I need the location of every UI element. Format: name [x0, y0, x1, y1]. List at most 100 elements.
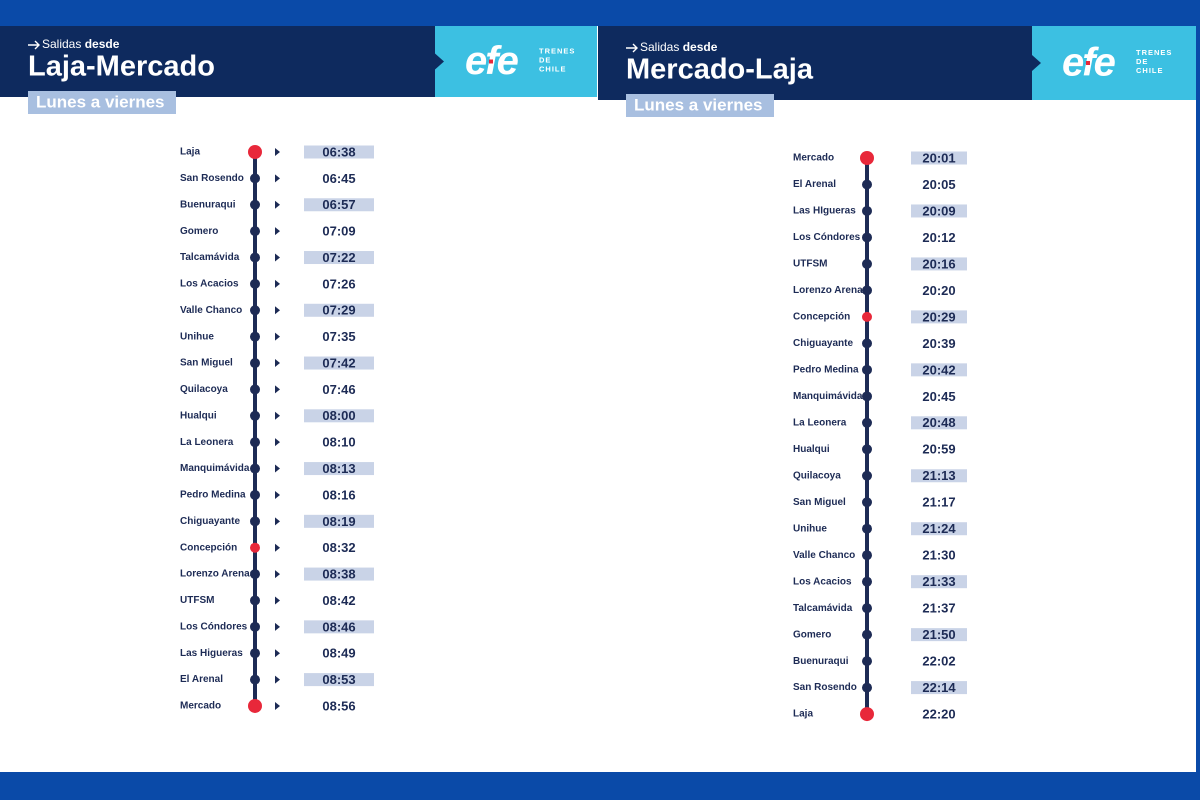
logo-tagline: CHILE [1136, 66, 1164, 75]
station-name: Los Acacios [180, 279, 239, 290]
time-highlight [911, 469, 967, 483]
logo-accent [489, 59, 493, 64]
station-name: Los Acacios [793, 576, 852, 587]
logo-notch [435, 53, 444, 70]
departure-time: 08:16 [322, 487, 355, 502]
stop-dot [862, 338, 872, 349]
stop-dot [862, 391, 872, 402]
stop-dot [862, 417, 872, 428]
stop-dot [862, 550, 872, 561]
stop-dot [862, 523, 872, 534]
departure-time: 08:49 [322, 646, 355, 661]
logo-notch [1032, 55, 1041, 71]
departure-time: 20:59 [922, 442, 955, 457]
stop-dot [862, 364, 872, 375]
stop-arrow [275, 148, 280, 156]
departure-time: 21:30 [922, 548, 955, 563]
departure-time: 20:12 [922, 230, 955, 245]
stop-arrow [275, 227, 280, 236]
station-name: Unihue [180, 331, 214, 342]
time-highlight [911, 681, 967, 695]
departure-time: 20:39 [922, 336, 955, 351]
stop-dot [862, 232, 872, 243]
departure-time: 07:26 [322, 276, 355, 291]
stop-dot [250, 542, 260, 553]
departure-time: 08:38 [322, 567, 355, 582]
header-bar [0, 26, 435, 97]
stop-arrow [275, 385, 280, 394]
time-highlight [304, 198, 374, 212]
stop-arrow [275, 279, 280, 288]
station-name: Gomero [180, 226, 218, 237]
time-highlight [304, 145, 374, 159]
stop-dot [862, 682, 872, 693]
station-name: El Arenal [180, 674, 223, 685]
stop-dot [250, 516, 260, 527]
header-prefix: Salidas desde [640, 40, 718, 54]
logo-tagline: DE [1136, 57, 1148, 66]
stop-dot [250, 648, 260, 659]
stop-arrow [275, 517, 280, 526]
departure-time: 08:19 [322, 514, 355, 529]
departure-time: 20:42 [922, 362, 955, 377]
station-name: Unihue [793, 523, 827, 534]
days-label: Lunes a viernes [634, 95, 763, 114]
station-name: Las Higueras [180, 648, 243, 659]
departure-time: 20:45 [922, 389, 955, 404]
stop-dot [250, 199, 260, 210]
station-name: Quilacoya [180, 384, 228, 395]
stop-dot [862, 656, 872, 667]
logo-accent [1086, 61, 1090, 65]
departure-time: 21:33 [922, 574, 955, 589]
stop-dot [250, 674, 260, 685]
stop-dot [862, 470, 872, 481]
station-name: Laja [793, 709, 813, 720]
frame-bottom [0, 772, 1200, 800]
departure-time: 20:16 [922, 256, 955, 271]
departure-time: 06:57 [322, 197, 355, 212]
time-highlight [911, 310, 967, 324]
stop-dot [250, 384, 260, 395]
time-highlight [304, 303, 374, 317]
departure-time: 06:38 [322, 144, 355, 159]
time-highlight [304, 567, 374, 581]
departure-time: 20:20 [922, 283, 955, 298]
station-name: UTFSM [793, 259, 827, 270]
stop-dot [250, 173, 260, 184]
departure-time: 08:46 [322, 619, 355, 634]
time-highlight [304, 409, 374, 423]
station-name: Manquimávida [180, 463, 250, 474]
stop-dot [250, 463, 260, 474]
time-highlight [911, 363, 967, 377]
departure-time: 08:00 [322, 408, 355, 423]
station-name: Chiguayante [180, 516, 240, 527]
stop-dot [250, 437, 260, 448]
time-highlight [304, 620, 374, 634]
days-box [28, 91, 176, 114]
route-title: Mercado-Laja [626, 54, 814, 86]
logo-tagline: DE [539, 55, 551, 64]
departure-time: 20:01 [922, 150, 955, 165]
departure-time: 08:32 [322, 540, 355, 555]
departure-time: 08:13 [322, 461, 355, 476]
stop-dot [250, 226, 260, 237]
station-name: Talcamávida [180, 252, 240, 263]
logo-tagline: CHILE [539, 64, 567, 73]
station-name: Buenuraqui [793, 656, 849, 667]
departure-time: 07:29 [322, 303, 355, 318]
frame-top [0, 0, 1200, 26]
time-highlight [911, 151, 967, 165]
departure-time: 06:45 [322, 171, 355, 186]
stop-dot [860, 151, 874, 165]
station-name: Pedro Medina [180, 490, 246, 501]
station-name: Buenuraqui [180, 199, 236, 210]
stop-arrow [275, 490, 280, 499]
stop-dot [250, 331, 260, 342]
departure-time: 20:05 [922, 177, 955, 192]
stop-dot [862, 311, 872, 322]
stop-dot [862, 179, 872, 190]
departure-time: 07:42 [322, 355, 355, 370]
stop-arrow [275, 464, 280, 473]
departure-time: 07:09 [322, 224, 355, 239]
